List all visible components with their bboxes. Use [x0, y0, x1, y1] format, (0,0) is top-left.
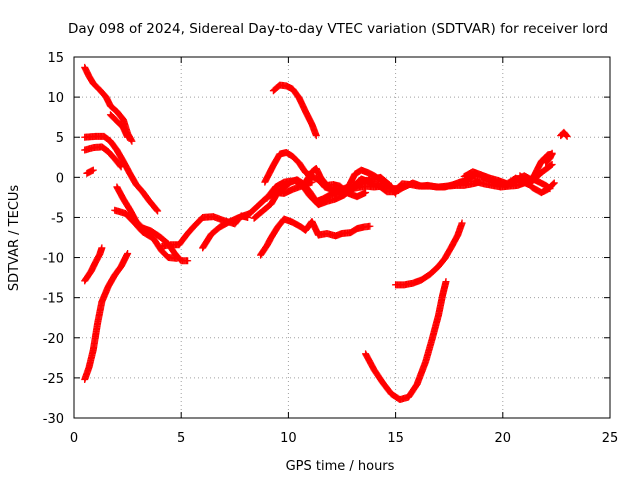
plot-frame: [73, 56, 611, 419]
x-axis-label: GPS time / hours: [286, 459, 395, 474]
series-s7: [111, 206, 181, 262]
y-axis-label: SDTVAR / TECUs: [7, 185, 22, 292]
data-point: [563, 132, 571, 140]
y-tick-label: 5: [56, 131, 64, 146]
x-tick-label: 15: [387, 431, 404, 446]
data-point: [362, 189, 370, 197]
series-s23: [81, 244, 106, 285]
axis-ticks: 0 5 10 15 20 25 15 10 5 0 -5 -10 -15 -20 -25 -30: [43, 51, 619, 446]
y-tick-label: -20: [43, 332, 64, 347]
series-s24: [81, 250, 132, 383]
data-point: [548, 160, 556, 168]
data-point: [154, 207, 162, 215]
grid: [74, 57, 610, 418]
x-tick-label: 25: [602, 431, 619, 446]
series-s6: [113, 183, 192, 265]
series-s20: [542, 149, 556, 167]
series-s5: [83, 166, 97, 177]
series-s22: [269, 81, 320, 140]
data-point: [442, 278, 450, 286]
series-s4: [106, 111, 132, 141]
data-point: [173, 254, 181, 262]
series-s14: [302, 165, 370, 201]
data-point: [124, 250, 132, 258]
y-tick-label: 15: [47, 51, 64, 66]
y-tick-label: 0: [56, 171, 64, 186]
series-s13: [263, 173, 400, 209]
data-point: [184, 257, 192, 265]
data-point: [458, 219, 466, 227]
series-s19: [516, 172, 558, 197]
chart-title: Day 098 of 2024, Sidereal Day-to-day VTE…: [68, 21, 608, 37]
data-point: [124, 133, 132, 141]
data-point: [562, 131, 570, 139]
data-point: [550, 179, 558, 187]
x-tick-label: 10: [280, 431, 297, 446]
data-point: [153, 206, 161, 214]
y-tick-label: 10: [47, 91, 64, 106]
data-point: [89, 166, 97, 174]
series-s25: [362, 278, 450, 404]
data-point: [312, 132, 320, 140]
y-tick-label: -25: [43, 372, 64, 387]
y-tick-label: -15: [43, 292, 64, 307]
data-point: [117, 163, 125, 171]
data-point: [548, 149, 556, 157]
data-point: [366, 222, 374, 230]
data-points: [81, 63, 571, 404]
x-tick-label: 5: [177, 431, 185, 446]
x-tick-label: 20: [495, 431, 512, 446]
y-tick-label: -5: [51, 211, 64, 226]
series-s2: [81, 132, 162, 215]
data-point: [549, 180, 557, 188]
series-s3: [81, 143, 125, 171]
y-tick-label: -30: [43, 412, 64, 427]
y-tick-label: -10: [43, 252, 64, 267]
data-point: [116, 162, 124, 170]
series-s26: [392, 219, 466, 289]
x-tick-label: 0: [70, 431, 78, 446]
series-s21: [557, 128, 571, 140]
series-s10: [257, 215, 374, 259]
data-point: [128, 137, 136, 145]
data-point: [98, 244, 106, 252]
